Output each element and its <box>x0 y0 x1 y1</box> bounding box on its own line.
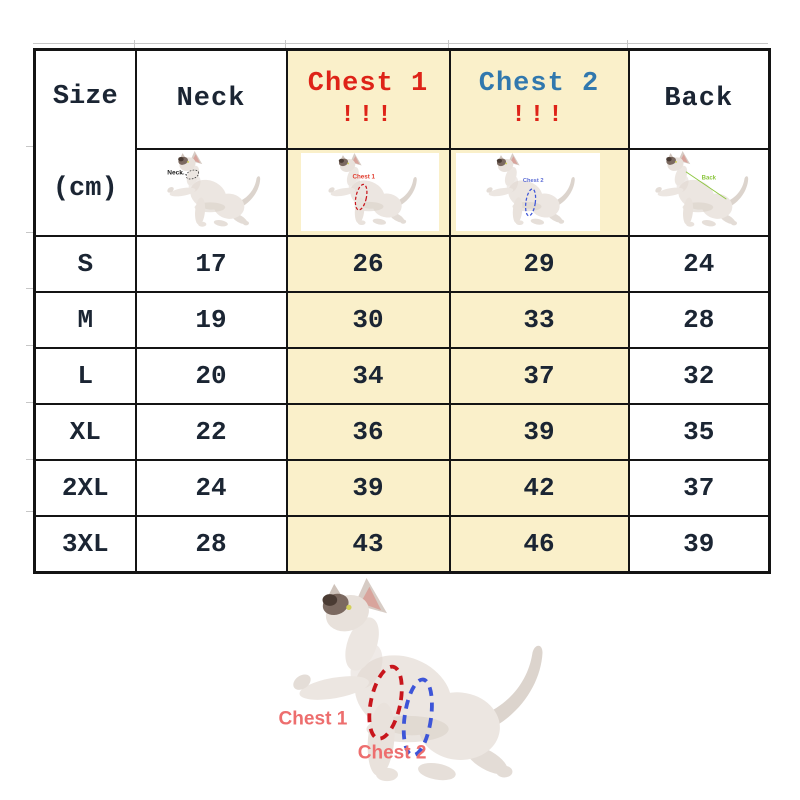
chest1-cell: 30 <box>285 291 451 349</box>
chest1-measure-label: Chest 1 <box>352 173 375 180</box>
back-cell: 37 <box>627 459 771 517</box>
neck-cell: 19 <box>134 291 288 349</box>
chest1-cell: 34 <box>285 347 451 405</box>
chest2-illustration-cell: Chest 2 <box>448 147 630 238</box>
neck-measure-label: Neck <box>167 170 183 177</box>
gridline <box>134 40 135 48</box>
back-cell: 24 <box>627 235 771 293</box>
back-illustration-cell: Back <box>627 147 771 238</box>
back-cell: 35 <box>627 403 771 461</box>
header-row: Size (cm) Neck Chest 1 !!! Chest 2 !!! B… <box>33 48 771 237</box>
chest1-cell: 36 <box>285 403 451 461</box>
chest1-cell: 26 <box>285 235 451 293</box>
size-cell: M <box>33 291 137 349</box>
gridline <box>26 232 33 233</box>
neck-illustration-cell: Neck <box>134 147 288 238</box>
chest1-warning: !!! <box>340 102 396 130</box>
back-cell: 39 <box>627 515 771 573</box>
chest2-cell: 29 <box>448 235 630 293</box>
table-row-s: S 17 26 29 24 <box>33 235 771 293</box>
chest2-cell: 37 <box>448 347 630 405</box>
chest2-cell: 39 <box>448 403 630 461</box>
gridline <box>448 40 449 48</box>
gridline <box>26 288 33 289</box>
diagram-chest2-label: Chest 2 <box>358 742 427 763</box>
neck-cell: 24 <box>134 459 288 517</box>
gridline <box>627 40 628 48</box>
header-image-row: Neck Chest 1 Chest 2 <box>35 147 771 238</box>
chest1-illustration-cell: Chest 1 <box>285 147 451 238</box>
neck-cell: 28 <box>134 515 288 573</box>
chest1-label: Chest 1 <box>307 69 429 100</box>
chest2-warning: !!! <box>511 102 567 130</box>
diagram-chest1-label: Chest 1 <box>279 709 348 730</box>
gridline <box>26 345 33 346</box>
chest2-cell: 46 <box>448 515 630 573</box>
back-cell: 32 <box>627 347 771 405</box>
size-cell: XL <box>33 403 137 461</box>
gridline <box>26 511 33 512</box>
table-row-m: M 19 30 33 28 <box>33 291 771 349</box>
gridline <box>26 402 33 403</box>
table-row-2xl: 2XL 24 39 42 37 <box>33 459 771 517</box>
size-label: Size <box>52 82 118 112</box>
table-row-l: L 20 34 37 32 <box>33 347 771 405</box>
cat-back-measure-illustration: Back <box>653 151 748 228</box>
cat-neck-measure-illustration: Neck <box>166 151 261 228</box>
size-cell: S <box>33 235 137 293</box>
chest2-cell: 42 <box>448 459 630 517</box>
col-header-back: Back <box>627 48 771 150</box>
size-cell: 2XL <box>33 459 137 517</box>
chest2-cell: 33 <box>448 291 630 349</box>
neck-cell: 17 <box>134 235 288 293</box>
chest1-cell: 39 <box>285 459 451 517</box>
cat-measure-diagram-illustration: Chest 1 Chest 2 <box>279 578 543 783</box>
neck-cell: 20 <box>134 347 288 405</box>
size-chart-table: Size (cm) Neck Chest 1 !!! Chest 2 !!! B… <box>33 48 771 574</box>
table-row-xl: XL 22 36 39 35 <box>33 403 771 461</box>
back-cell: 28 <box>627 291 771 349</box>
col-header-size: Size (cm) <box>33 48 137 237</box>
chest2-measure-label: Chest 2 <box>522 178 543 184</box>
chest1-cell: 43 <box>285 515 451 573</box>
gridline <box>33 43 768 44</box>
cat-measure-diagram: Chest 1 Chest 2 <box>258 578 563 798</box>
table-row-3xl: 3XL 28 43 46 39 <box>33 515 771 573</box>
col-header-chest1: Chest 1 !!! <box>285 48 451 150</box>
gridline <box>26 459 33 460</box>
size-cell: 3XL <box>33 515 137 573</box>
cat-chest1-measure-illustration: Chest 1 <box>326 152 417 226</box>
back-measure-label: Back <box>701 176 716 182</box>
chest2-label: Chest 2 <box>478 69 600 100</box>
gridline <box>26 146 33 147</box>
neck-cell: 22 <box>134 403 288 461</box>
unit-label: (cm) <box>52 174 118 204</box>
gridline <box>285 40 286 48</box>
col-header-chest2: Chest 2 !!! <box>448 48 630 150</box>
cat-chest2-measure-illustration: Chest 2 <box>484 152 575 226</box>
col-header-neck: Neck <box>134 48 288 150</box>
size-cell: L <box>33 347 137 405</box>
